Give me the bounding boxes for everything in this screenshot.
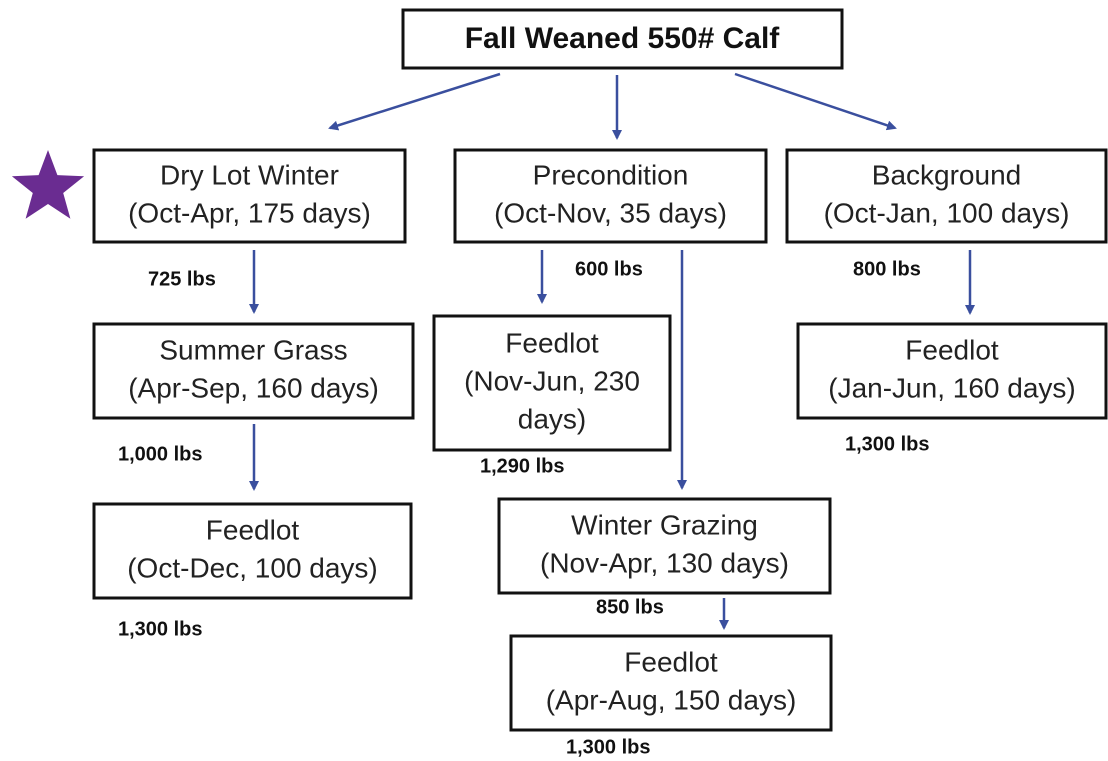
node-box [92, 148, 407, 244]
node-text: (Oct-Nov, 35 days) [494, 197, 727, 228]
node-text: Winter Grazing [571, 509, 758, 540]
node-text: (Oct-Jan, 100 days) [824, 197, 1070, 228]
weight-label: 725 lbs [148, 268, 216, 290]
node-text: Feedlot [505, 327, 599, 358]
node-text: (Nov-Jun, 230 [464, 365, 640, 396]
weight-label: 850 lbs [596, 596, 664, 618]
title-box [401, 8, 844, 70]
node-box [796, 322, 1108, 420]
arrows [249, 72, 975, 630]
star [11, 150, 85, 219]
arrow [328, 72, 501, 131]
weight-label: 1,300 lbs [118, 618, 203, 640]
title: Fall Weaned 550# Calf [465, 22, 781, 55]
weight-label: 1,290 lbs [480, 455, 565, 477]
node-text: Background [872, 159, 1021, 190]
weight-label: 800 lbs [853, 258, 921, 280]
node-text: Feedlot [624, 646, 718, 677]
node-box [497, 497, 832, 595]
node-box [92, 502, 413, 600]
node-box [509, 634, 833, 732]
node-text: (Apr-Aug, 150 days) [546, 684, 797, 715]
node-box [92, 322, 415, 420]
weight-label: 600 lbs [575, 258, 643, 280]
weight-label: 1,300 lbs [845, 433, 930, 455]
node-text: Feedlot [206, 514, 300, 545]
node-text: Summer Grass [159, 334, 347, 365]
node-text: Dry Lot Winter [160, 159, 339, 190]
node-text: (Oct-Apr, 175 days) [128, 197, 371, 228]
node-box [432, 314, 672, 452]
node-text: (Apr-Sep, 160 days) [128, 372, 379, 403]
weights: 725 lbs 600 lbs 800 lbs 1,000 lbs 1,290 lbs 1… [118, 258, 930, 758]
nodes: Dry Lot Winter (Oct-Apr, 175 days) Precond… [92, 148, 1108, 732]
node-text: days) [518, 403, 586, 434]
node-box [785, 148, 1108, 244]
node-text: (Jan-Jun, 160 days) [828, 372, 1075, 403]
node-text: (Oct-Dec, 100 days) [127, 552, 378, 583]
weight-label: 1,300 lbs [566, 736, 651, 758]
node-box [453, 148, 768, 244]
node-text: Feedlot [905, 334, 999, 365]
node-text: (Nov-Apr, 130 days) [540, 547, 789, 578]
node-text: Precondition [533, 159, 689, 190]
arrow [734, 72, 897, 131]
weight-label: 1,000 lbs [118, 443, 203, 465]
